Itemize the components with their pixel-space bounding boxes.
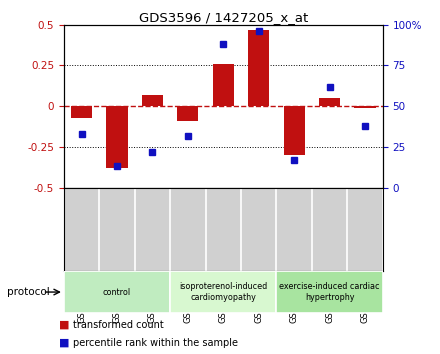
Bar xyxy=(213,64,234,106)
Bar xyxy=(177,106,198,121)
Bar xyxy=(142,95,163,106)
Bar xyxy=(319,98,340,106)
Title: GDS3596 / 1427205_x_at: GDS3596 / 1427205_x_at xyxy=(139,11,308,24)
Bar xyxy=(248,30,269,106)
Bar xyxy=(64,271,170,313)
Bar xyxy=(71,106,92,118)
Text: control: control xyxy=(103,287,131,297)
Text: isoproterenol-induced
cardiomyopathy: isoproterenol-induced cardiomyopathy xyxy=(179,282,268,302)
Bar xyxy=(276,271,383,313)
Text: transformed count: transformed count xyxy=(73,320,163,330)
Bar xyxy=(106,106,128,168)
Text: percentile rank within the sample: percentile rank within the sample xyxy=(73,338,238,348)
Bar xyxy=(355,106,376,108)
Text: ■: ■ xyxy=(59,338,70,348)
Bar xyxy=(283,106,305,155)
Text: protocol: protocol xyxy=(7,287,49,297)
Text: exercise-induced cardiac
hypertrophy: exercise-induced cardiac hypertrophy xyxy=(279,282,380,302)
Text: ■: ■ xyxy=(59,320,70,330)
Bar xyxy=(170,271,276,313)
